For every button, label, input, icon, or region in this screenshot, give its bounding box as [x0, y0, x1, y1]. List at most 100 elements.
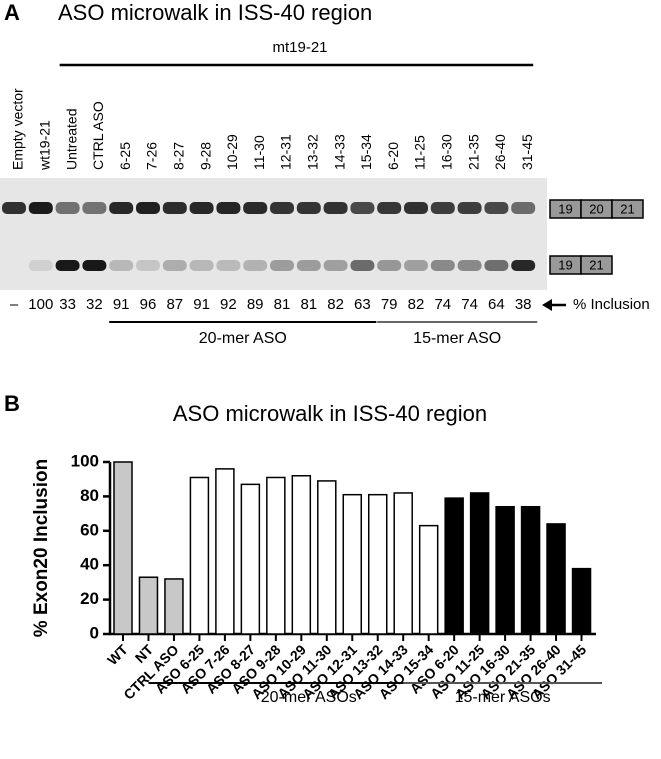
lane-label: 6-20	[385, 142, 401, 170]
inclusion-value: –	[10, 296, 19, 313]
exon-box	[611, 199, 644, 219]
upper-band	[162, 202, 187, 214]
lower-band	[189, 260, 214, 271]
inclusion-value: 79	[381, 296, 398, 313]
upper-band	[270, 202, 294, 214]
bar	[164, 578, 184, 635]
lane-label: Untreated	[63, 109, 79, 170]
inclusion-value: 81	[300, 296, 317, 313]
inclusion-value: 89	[247, 296, 264, 313]
bar	[367, 493, 388, 635]
lane-label: CTRL ASO	[90, 101, 106, 170]
lane-label: 14-33	[331, 134, 347, 170]
bar	[342, 493, 363, 635]
lower-band	[55, 260, 80, 271]
bar	[546, 523, 566, 635]
upper-band	[2, 202, 26, 214]
upper-band	[457, 202, 482, 214]
lane-label: Empty vector	[10, 88, 26, 170]
inclusion-value: 91	[113, 296, 130, 313]
lane-label: 15-34	[358, 134, 374, 170]
inclusion-value: 96	[140, 296, 157, 313]
upper-band	[243, 202, 268, 214]
inclusion-value: 91	[193, 296, 210, 313]
bar	[291, 475, 312, 635]
lane-label: 11-30	[251, 135, 267, 170]
bar	[495, 505, 515, 635]
lower-band	[430, 260, 455, 271]
lower-band	[270, 260, 294, 271]
lower-band	[404, 260, 428, 271]
lower-band	[109, 260, 134, 271]
inclusion-value: 81	[274, 296, 291, 313]
lower-band	[377, 260, 402, 271]
y-tick-label: 40	[80, 555, 99, 574]
bar	[113, 461, 133, 635]
exon-label: 20	[589, 201, 603, 216]
bar	[393, 492, 413, 635]
bar	[215, 468, 235, 635]
upper-band	[430, 202, 455, 214]
inclusion-value: 82	[327, 296, 344, 313]
gel-title: ASO microwalk in ISS-40 region	[58, 0, 372, 25]
lane-label: 12-31	[278, 134, 294, 170]
upper-band	[216, 202, 241, 214]
lower-band	[457, 260, 482, 271]
upper-band	[136, 202, 160, 214]
upper-band	[189, 202, 214, 214]
chart-title: ASO microwalk in ISS-40 region	[173, 401, 487, 426]
lower-band	[296, 260, 321, 271]
upper-band	[350, 202, 375, 214]
bar	[138, 576, 159, 635]
lane-label: 26-40	[492, 134, 508, 170]
panel-label: B	[4, 391, 20, 416]
y-tick-label: 60	[80, 520, 99, 539]
bar	[189, 476, 210, 635]
upper-band	[109, 202, 134, 214]
lane-label: 8-27	[171, 142, 187, 170]
bar	[418, 524, 439, 635]
construct-label: mt19-21	[272, 39, 327, 56]
inclusion-value: 74	[434, 296, 451, 313]
upper-band	[323, 202, 348, 214]
inclusion-value: 63	[354, 296, 371, 313]
exon-label: 19	[558, 257, 572, 272]
lane-label: 10-29	[224, 134, 240, 170]
inclusion-value: 87	[166, 296, 183, 313]
gel-group-label: 15-mer ASO	[413, 330, 501, 347]
bar	[469, 492, 490, 635]
bar	[240, 483, 261, 635]
upper-band	[55, 202, 80, 214]
lane-label: 11-25	[412, 135, 428, 170]
bar	[317, 480, 337, 635]
inclusion-value: 38	[515, 296, 532, 313]
lower-band	[484, 260, 509, 271]
upper-band	[377, 202, 402, 214]
lane-label: 6-25	[117, 142, 133, 170]
inclusion-value: 100	[28, 296, 53, 313]
upper-band	[511, 202, 536, 214]
lower-band	[162, 260, 187, 271]
bar	[520, 505, 541, 635]
lower-band	[136, 260, 160, 271]
inclusion-value: 32	[86, 296, 103, 313]
exon-label: 19	[558, 201, 572, 216]
lane-label: wt19-21	[37, 120, 53, 171]
inclusion-value: 33	[59, 296, 76, 313]
y-tick-label: 0	[90, 623, 99, 642]
group-label: 20-mer ASOs	[261, 689, 357, 706]
lower-band	[216, 260, 241, 271]
lane-label: 9-28	[197, 142, 213, 170]
lane-label: 21-35	[465, 134, 481, 170]
lane-label: 7-26	[144, 142, 160, 170]
gel-image	[0, 178, 547, 290]
bar	[571, 567, 592, 635]
x-tick-label: WT	[104, 641, 131, 668]
lane-label: 16-30	[439, 134, 455, 170]
y-axis-label: % Exon20 Inclusion	[31, 459, 52, 637]
inclusion-value: 82	[408, 296, 425, 313]
bar	[444, 497, 464, 635]
lower-band	[323, 260, 348, 271]
lower-band	[28, 260, 53, 271]
